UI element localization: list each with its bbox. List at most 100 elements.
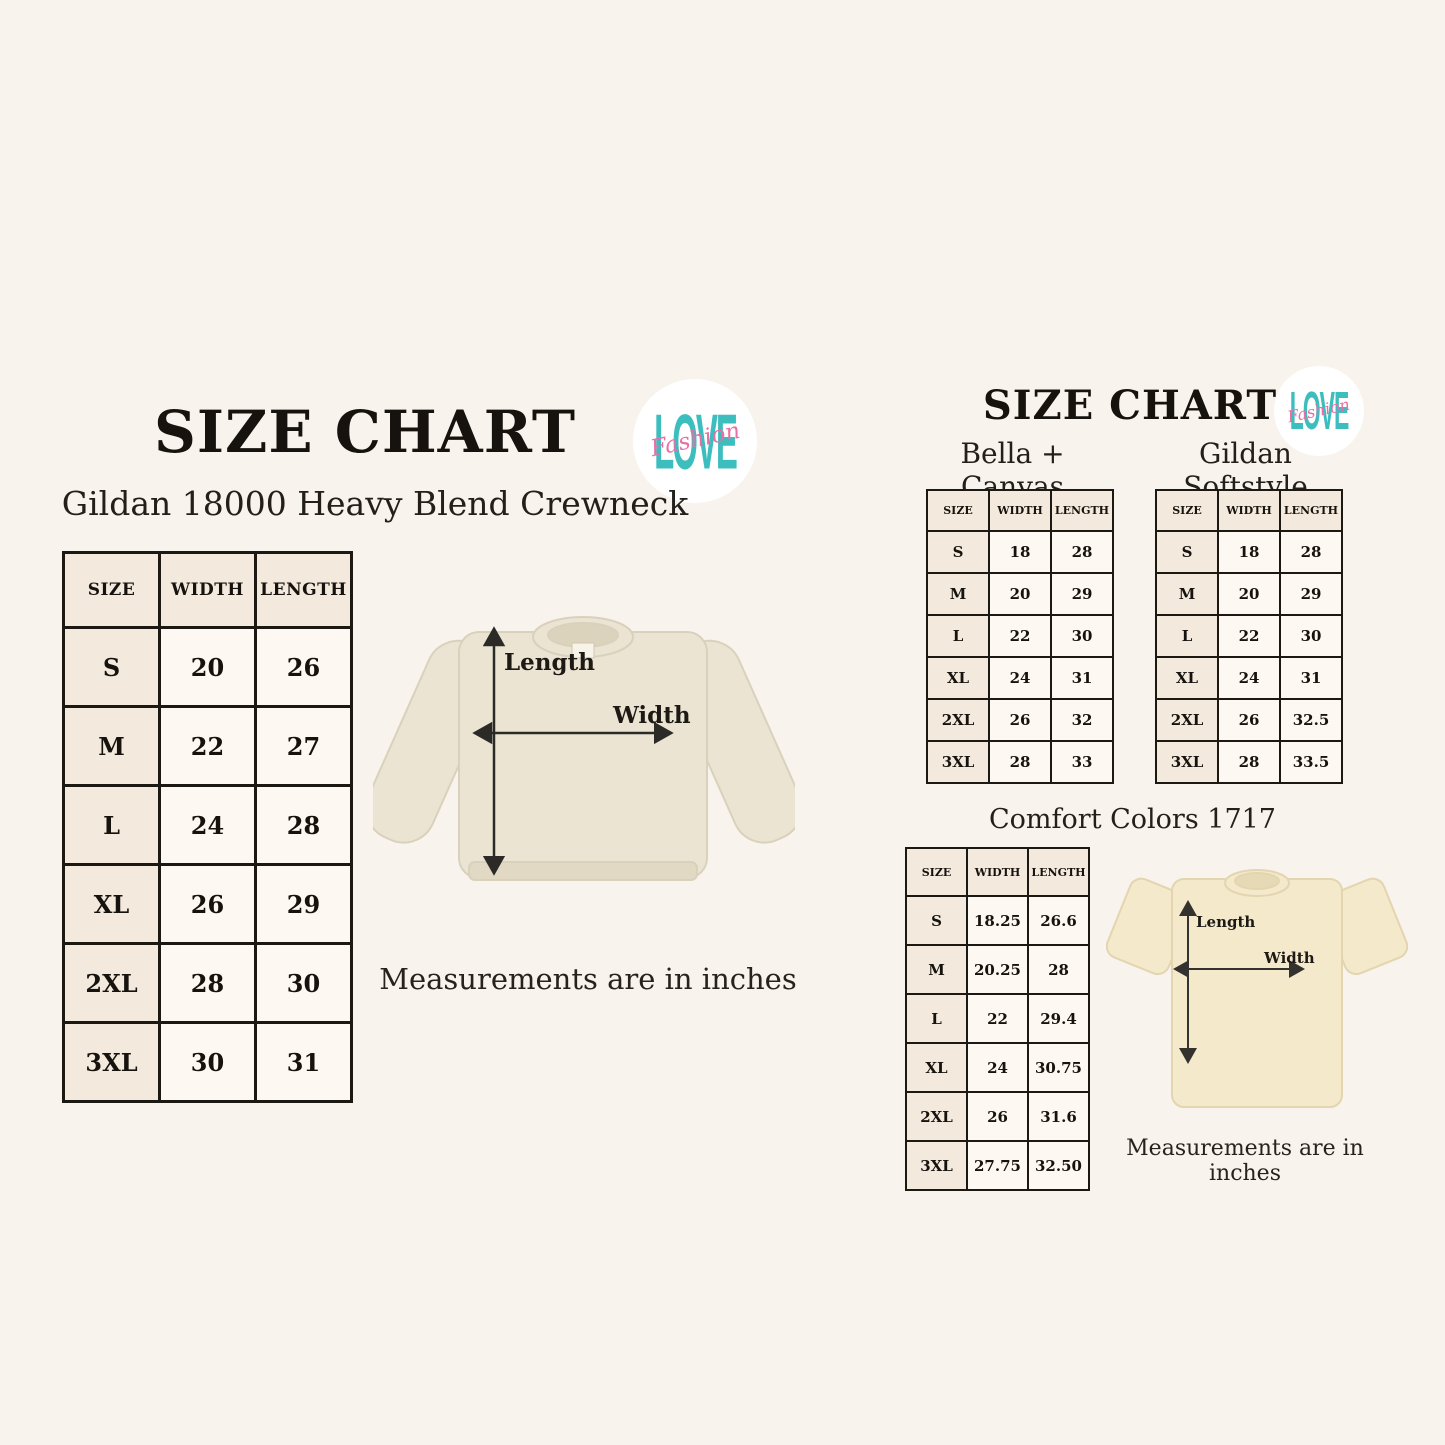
size-cell: 2XL: [62, 942, 161, 1024]
header-row: SIZE WIDTH LENGTH: [62, 551, 353, 629]
value-cell: 24: [966, 1042, 1029, 1093]
size-cell: 2XL: [905, 1091, 968, 1142]
value-cell: 20: [158, 626, 257, 708]
size-cell: L: [926, 614, 990, 658]
table-row: 2XL 26 32: [926, 698, 1114, 742]
column-header: LENGTH: [1027, 847, 1090, 897]
column-header: WIDTH: [158, 551, 257, 629]
value-cell: 26: [988, 698, 1052, 742]
value-cell: 24: [158, 784, 257, 866]
width-label: Width: [612, 702, 691, 729]
size-cell: M: [62, 705, 161, 787]
table-row: L 22 30: [1155, 614, 1343, 658]
left-measurements-note: Measurements are in inches: [379, 962, 797, 996]
table-row: M 22 27: [62, 705, 353, 787]
left-subtitle: Gildan 18000 Heavy Blend Crewneck: [61, 484, 689, 523]
table-row: XL 26 29: [62, 863, 353, 945]
comfort-colors-heading: Comfort Colors 1717: [989, 804, 1276, 835]
value-cell: 32.50: [1027, 1140, 1090, 1191]
love-fashion-logo: LOVE Fashion: [633, 379, 757, 503]
value-cell: 30: [158, 1021, 257, 1103]
value-cell: 26: [1217, 698, 1281, 742]
value-cell: 22: [966, 993, 1029, 1044]
table-row: 3XL 28 33.5: [1155, 740, 1343, 784]
value-cell: 26.6: [1027, 895, 1090, 946]
tshirt-diagram: Length Width: [1106, 869, 1408, 1108]
table-row: M 20 29: [926, 572, 1114, 616]
comfort-colors-table: SIZE WIDTH LENGTH S 18.25 26.6 M 20.25 28 L 22 29.4…: [905, 847, 1090, 1191]
size-cell: M: [926, 572, 990, 616]
value-cell: 31: [1050, 656, 1114, 700]
size-cell: 3XL: [62, 1021, 161, 1103]
table-row: 2XL 26 31.6: [905, 1091, 1090, 1142]
column-header: SIZE: [926, 489, 990, 532]
value-cell: 30: [1279, 614, 1343, 658]
column-header: LENGTH: [1279, 489, 1343, 532]
table-row: M 20.25 28: [905, 944, 1090, 995]
size-cell: XL: [1155, 656, 1219, 700]
column-header: WIDTH: [988, 489, 1052, 532]
size-cell: L: [905, 993, 968, 1044]
value-cell: 30: [1050, 614, 1114, 658]
value-cell: 32: [1050, 698, 1114, 742]
column-header: SIZE: [1155, 489, 1219, 532]
value-cell: 18.25: [966, 895, 1029, 946]
size-cell: M: [905, 944, 968, 995]
value-cell: 28: [158, 942, 257, 1024]
table-row: XL 24 30.75: [905, 1042, 1090, 1093]
value-cell: 30.75: [1027, 1042, 1090, 1093]
column-header: LENGTH: [254, 551, 353, 629]
table-row: L 22 30: [926, 614, 1114, 658]
table-row: 3XL 27.75 32.50: [905, 1140, 1090, 1191]
value-cell: 20: [988, 572, 1052, 616]
value-cell: 28: [1217, 740, 1281, 784]
value-cell: 28: [988, 740, 1052, 784]
length-label: Length: [1196, 913, 1255, 931]
left-page-title: SIZE CHART: [153, 398, 577, 466]
table-row: 2XL 28 30: [62, 942, 353, 1024]
length-label: Length: [504, 649, 595, 676]
neck-tag: [571, 642, 595, 659]
value-cell: 31: [254, 1021, 353, 1103]
value-cell: 29: [1279, 572, 1343, 616]
value-cell: 18: [1217, 530, 1281, 574]
size-cell: XL: [62, 863, 161, 945]
table-row: XL 24 31: [926, 656, 1114, 700]
crewneck-sweatshirt-diagram: Length Width: [373, 616, 795, 881]
value-cell: 29: [1050, 572, 1114, 616]
table-row: XL 24 31: [1155, 656, 1343, 700]
table-row: L 22 29.4: [905, 993, 1090, 1044]
crewneck-size-table: SIZE WIDTH LENGTH S 20 26 M 22 27 L 24 28 XL 26 29 2XL 2…: [62, 551, 353, 1103]
value-cell: 27: [254, 705, 353, 787]
value-cell: 28: [254, 784, 353, 866]
value-cell: 20: [1217, 572, 1281, 616]
value-cell: 33.5: [1279, 740, 1343, 784]
value-cell: 28: [1027, 944, 1090, 995]
value-cell: 27.75: [966, 1140, 1029, 1191]
table-row: 3XL 28 33: [926, 740, 1114, 784]
size-cell: XL: [926, 656, 990, 700]
value-cell: 26: [254, 626, 353, 708]
value-cell: 18: [988, 530, 1052, 574]
size-cell: 3XL: [905, 1140, 968, 1191]
size-cell: S: [62, 626, 161, 708]
value-cell: 22: [1217, 614, 1281, 658]
right-page-title: SIZE CHART: [982, 382, 1278, 429]
table-row: M 20 29: [1155, 572, 1343, 616]
table-row: S 18 28: [1155, 530, 1343, 574]
table-row: 3XL 30 31: [62, 1021, 353, 1103]
value-cell: 33: [1050, 740, 1114, 784]
size-cell: S: [1155, 530, 1219, 574]
size-cell: L: [1155, 614, 1219, 658]
value-cell: 32.5: [1279, 698, 1343, 742]
column-header: SIZE: [905, 847, 968, 897]
column-header: WIDTH: [966, 847, 1029, 897]
value-cell: 29: [254, 863, 353, 945]
love-fashion-logo-small: LOVE Fashion: [1274, 366, 1364, 456]
table-row: L 24 28: [62, 784, 353, 866]
value-cell: 31: [1279, 656, 1343, 700]
gildan-softstyle-table: SIZE WIDTH LENGTH S 18 28 M 20 29 L 22 30 XL 24 31 2XL 2…: [1155, 489, 1343, 784]
size-cell: 2XL: [926, 698, 990, 742]
value-cell: 28: [1050, 530, 1114, 574]
header-row: SIZE WIDTH LENGTH: [905, 847, 1090, 897]
